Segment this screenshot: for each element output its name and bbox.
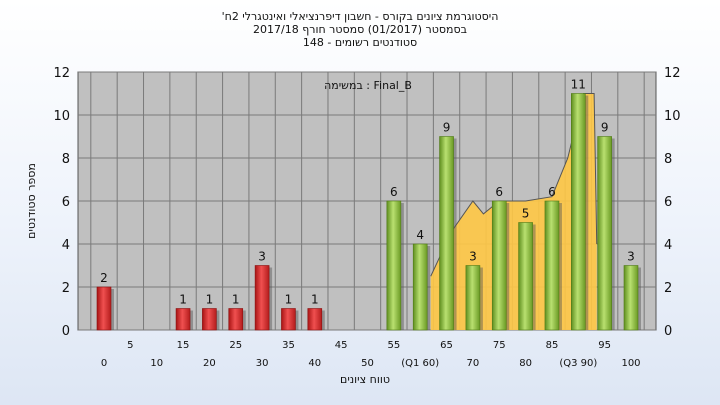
chart-title-line-2: בסמסטר (01/2017) סמסטר חורף 2017/18: [253, 23, 467, 36]
y-tick-label-left: 6: [62, 195, 70, 210]
y-tick-label-right: 10: [664, 109, 681, 124]
y-tick-label-right: 6: [664, 195, 672, 210]
bar-pass: [465, 265, 481, 331]
bar-fail: [281, 308, 296, 331]
bar-value-label: 3: [469, 250, 477, 264]
quartile-area-outline: [430, 93, 598, 277]
x-tick-label: 95: [598, 340, 611, 351]
bar-value-label: 1: [285, 293, 293, 307]
bar-value-label: 6: [548, 185, 556, 199]
y-tick-label-left: 8: [62, 152, 70, 167]
bar-pass: [623, 265, 639, 331]
bar-pass: [439, 136, 454, 331]
x-tick-label: 20: [203, 358, 216, 369]
bar-value-label: 2: [100, 271, 108, 285]
y-tick-label-left: 10: [53, 109, 70, 124]
x-tick-label: 70: [467, 358, 480, 369]
bar-pass: [570, 93, 586, 331]
bar-value-label: 1: [311, 293, 319, 307]
bar-pass: [518, 222, 533, 331]
x-tick-label: 75: [493, 340, 506, 351]
y-tick-label-right: 12: [664, 66, 681, 81]
bar-value-label: 4: [416, 228, 424, 242]
x-tick-label: 5: [127, 340, 133, 351]
bar-value-label: 1: [206, 293, 214, 307]
bar-pass: [597, 136, 612, 331]
y-tick-label-left: 0: [62, 324, 70, 339]
y-tick-label-left: 4: [62, 238, 70, 253]
bar-pass: [386, 200, 402, 331]
x-tick-label: 25: [229, 340, 242, 351]
bar-fail: [228, 308, 244, 331]
bar-fail: [254, 265, 270, 331]
y-axis-title: מספר סטודנטים: [25, 163, 38, 239]
y-tick-label-right: 0: [664, 324, 672, 339]
bar-fail: [96, 286, 112, 331]
x-tick-label: 100: [621, 358, 640, 369]
x-tick-label: (Q1 60): [401, 358, 439, 369]
bar-fail: [307, 308, 323, 331]
x-tick-label: 65: [440, 340, 453, 351]
x-tick-label: 55: [387, 340, 400, 351]
x-tick-label: 35: [282, 340, 295, 351]
x-tick-label: 40: [308, 358, 321, 369]
x-tick-label: 15: [177, 340, 190, 351]
x-tick-label: 30: [256, 358, 269, 369]
bar-value-label: 6: [390, 185, 398, 199]
bar-value-label: 3: [258, 250, 266, 264]
y-tick-label-left: 12: [53, 66, 70, 81]
bar-pass: [412, 243, 428, 331]
bar-fail: [202, 308, 217, 331]
bar-value-label: 9: [443, 121, 451, 135]
y-tick-label-right: 8: [664, 152, 672, 167]
bar-pass: [544, 200, 560, 331]
bar-pass: [491, 200, 507, 331]
chart-title-line-3: סטודנטים רשומים - 148: [302, 36, 418, 49]
bar-value-label: 9: [601, 121, 609, 135]
y-tick-label-left: 2: [62, 281, 70, 296]
bar-fail: [175, 308, 191, 331]
bar-value-label: 5: [522, 207, 530, 221]
bar-value-label: 3: [627, 250, 635, 264]
y-tick-label-right: 4: [664, 238, 672, 253]
bar-value-label: 6: [495, 185, 503, 199]
x-tick-label: 0: [101, 358, 107, 369]
x-axis-title: טווח ציונים: [340, 373, 390, 386]
chart-title-line-1: 'היסטוגרמת ציונים בקורס - חשבון דיפרנציא…: [221, 10, 499, 23]
bar-value-label: 1: [179, 293, 187, 307]
bar-value-label: 11: [571, 78, 586, 92]
x-tick-label: (Q3 90): [559, 358, 597, 369]
x-tick-label: 45: [335, 340, 348, 351]
x-tick-label: 50: [361, 358, 374, 369]
y-tick-label-right: 2: [664, 281, 672, 296]
bar-value-label: 1: [232, 293, 240, 307]
x-tick-label: 80: [519, 358, 532, 369]
task-annotation: במשימה : Final_B: [324, 79, 412, 92]
x-tick-label: 10: [150, 358, 163, 369]
x-tick-label: 85: [546, 340, 559, 351]
